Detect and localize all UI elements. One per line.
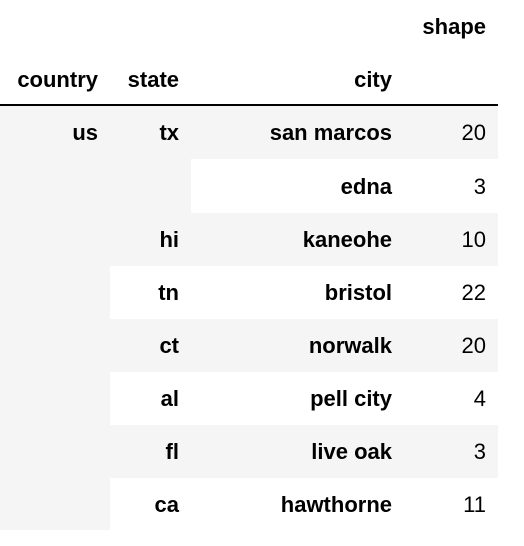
value-cell-shape: 20 xyxy=(404,319,498,372)
value-cell-shape: 20 xyxy=(404,106,498,159)
index-cell-city: pell city xyxy=(310,386,392,411)
index-cell-state: tx xyxy=(110,106,191,213)
value-cell-shape: 3 xyxy=(404,425,498,478)
index-header-country: country xyxy=(17,67,98,92)
column-header-shape: shape xyxy=(422,14,486,39)
index-cell-country: us xyxy=(0,106,110,530)
value-cell-shape: 11 xyxy=(463,492,486,517)
value-cell-shape: 22 xyxy=(461,280,486,305)
index-cell-state: al xyxy=(160,386,179,411)
index-cell-state: hi xyxy=(110,213,191,266)
index-cell-city: norwalk xyxy=(191,319,404,372)
index-cell-city: live oak xyxy=(191,425,404,478)
index-header-state: state xyxy=(127,67,179,92)
index-cell-city: hawthorne xyxy=(280,492,392,517)
header-divider xyxy=(0,104,498,106)
value-cell-shape: 4 xyxy=(473,386,486,411)
index-cell-state: tn xyxy=(158,280,179,305)
index-cell-city: edna xyxy=(340,174,392,199)
index-cell-state: ct xyxy=(110,319,191,372)
index-cell-city: kaneohe xyxy=(191,213,404,266)
index-header-city: city xyxy=(354,67,392,92)
index-cell-city: bristol xyxy=(324,280,392,305)
index-cell-state: ca xyxy=(154,492,179,517)
index-cell-state: fl xyxy=(110,425,191,478)
value-cell-shape: 10 xyxy=(404,213,498,266)
index-cell-city: san marcos xyxy=(191,106,404,159)
value-cell-shape: 3 xyxy=(473,174,486,199)
